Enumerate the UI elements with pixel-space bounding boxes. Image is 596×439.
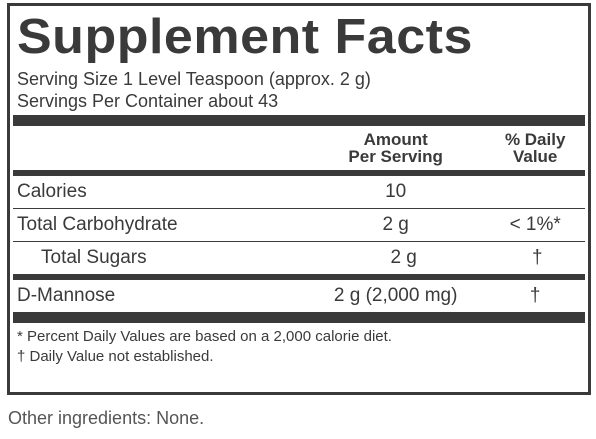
rule [13,115,585,126]
serving-size: Serving Size 1 Level Teaspoon (approx. 2… [17,69,371,89]
cell: † [531,247,543,268]
header-row: Amount Per Serving % Daily Value [13,126,585,170]
cell: < 1%* [509,214,561,235]
facts-panel: Supplement Facts Serving Size 1 Level Te… [7,3,591,395]
header-text: % Daily [504,130,566,149]
rule [13,170,585,176]
cell: 10 [385,181,407,202]
footnote: * Percent Daily Values are based on a 2,… [17,328,392,345]
header-text: Value [512,147,558,166]
title: Supplement Facts [17,9,473,65]
cell: D-Mannose [17,285,116,306]
cell: Total Sugars [41,247,147,268]
nutrient-row: Total Sugars 2 g † [13,242,585,274]
cell: 2 g (2,000 mg) [333,285,458,306]
rule [13,208,585,209]
header-text: Per Serving [348,147,443,166]
other-ingredients: Other ingredients: None. [8,408,205,428]
rule [13,241,585,242]
nutrient-row: Calories 10 [13,176,585,208]
cell: † [529,285,541,306]
cell: Calories [17,181,87,202]
rule [13,274,585,280]
cell: 2 g [382,214,409,235]
cell: 2 g [390,247,417,268]
nutrient-row: Total Carbohydrate 2 g < 1%* [13,209,585,241]
cell: Total Carbohydrate [17,214,178,235]
header-text: Amount [363,130,428,149]
nutrient-row: D-Mannose 2 g (2,000 mg) † [13,280,585,312]
footnote: † Daily Value not established. [17,348,214,365]
rule [13,312,585,323]
servings-per-container: Servings Per Container about 43 [17,91,279,111]
